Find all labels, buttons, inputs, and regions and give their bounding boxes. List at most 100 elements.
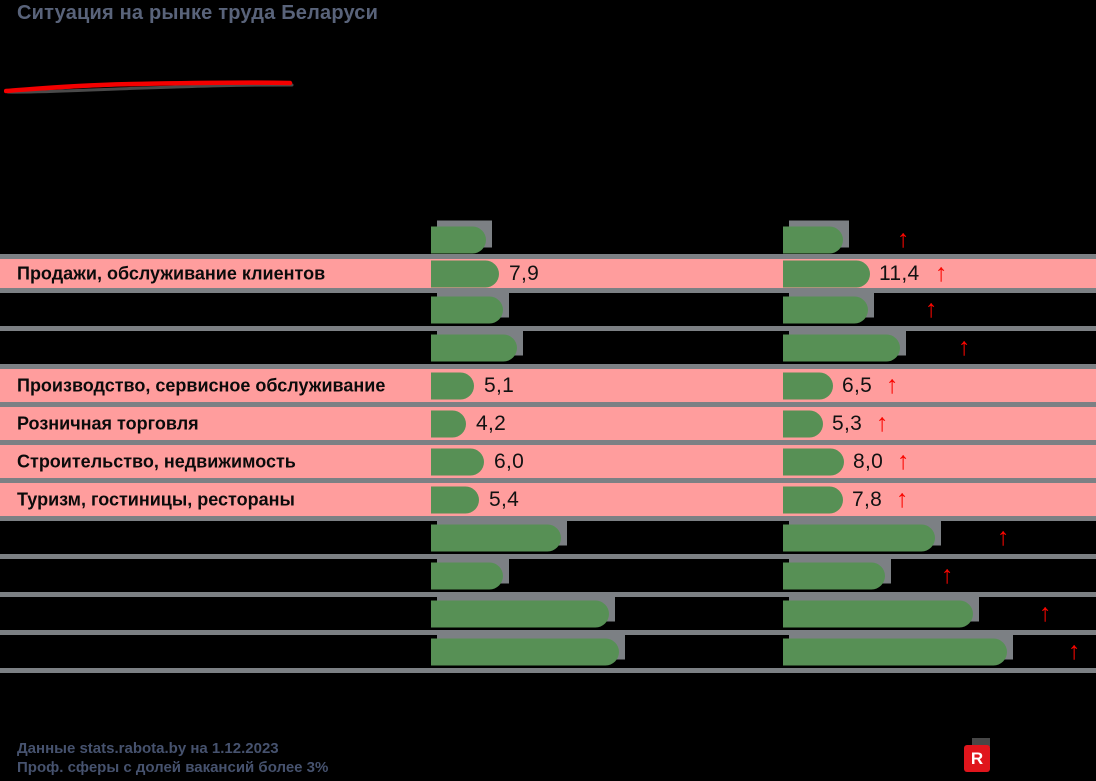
- value-col2: 6,5: [842, 373, 873, 397]
- salary-bar-col1: [431, 486, 479, 513]
- up-arrow-icon: ↑: [935, 258, 948, 287]
- chart-row: Производство, сервисное обслуживание 5,1 6…: [0, 369, 1096, 402]
- up-arrow-icon: ↑: [941, 560, 954, 589]
- bar-fill: [783, 226, 843, 253]
- row-label: Строительство, недвижимость: [17, 451, 296, 471]
- value-col1: 7,9: [509, 261, 540, 285]
- value-col2: 5,3: [832, 411, 863, 435]
- up-arrow-icon: ↑: [1068, 636, 1081, 665]
- bar-fill: [431, 524, 561, 551]
- logo-letter: R: [970, 748, 984, 768]
- salary-bar-col2: [783, 556, 891, 589]
- row-separator: [0, 402, 1096, 407]
- chart-row: Туризм, гостиницы, рестораны 5,4 7,8 ↑: [0, 483, 1096, 516]
- row-separator: [0, 254, 1096, 259]
- salary-bar-col1: [431, 632, 625, 665]
- salary-bar-col1: [431, 410, 466, 437]
- salary-bar-col1: [431, 556, 509, 589]
- row-separator: [0, 554, 1096, 559]
- salary-bar-col1: [431, 372, 474, 399]
- chart-row: ↑: [0, 328, 1096, 364]
- row-label: Розничная торговля: [17, 413, 199, 433]
- page-title: Ситуация на рынке труда Беларуси: [17, 2, 379, 24]
- bar-fill: [431, 448, 484, 475]
- up-arrow-icon: ↑: [896, 484, 909, 513]
- bar-fill: [431, 296, 503, 323]
- chart-row: ↑: [0, 594, 1096, 630]
- row-label: Туризм, гостиницы, рестораны: [17, 489, 295, 509]
- value-col2: 8,0: [853, 449, 884, 473]
- bar-fill: [783, 638, 1007, 665]
- row-label: Производство, сервисное обслуживание: [17, 375, 386, 395]
- bar-fill: [783, 448, 844, 475]
- value-col1: 6,0: [494, 449, 525, 473]
- salary-bar-col2: [783, 594, 979, 627]
- row-label: Продажи, обслуживание клиентов: [17, 263, 326, 283]
- chart-row: ↑: [0, 290, 1096, 326]
- salary-bar-col1: [431, 290, 509, 323]
- bar-fill: [783, 562, 885, 589]
- salary-bar-col1: [431, 328, 523, 361]
- salary-bar-col2: [783, 518, 941, 551]
- up-arrow-icon: ↑: [886, 370, 899, 399]
- bar-fill: [783, 486, 843, 513]
- up-arrow-icon: ↑: [925, 294, 938, 323]
- up-arrow-icon: ↑: [876, 408, 889, 437]
- up-arrow-icon: ↑: [897, 446, 910, 475]
- salary-bar-col2: [783, 328, 906, 361]
- chart-row: ↑: [0, 632, 1096, 668]
- row-separator: [0, 668, 1096, 673]
- bar-fill: [783, 334, 900, 361]
- bar-fill: [431, 334, 517, 361]
- bar-fill: [783, 410, 823, 437]
- value-col2: 7,8: [852, 487, 883, 511]
- salary-bar-col1: [431, 260, 499, 287]
- value-col1: 5,1: [484, 373, 515, 397]
- bar-fill: [431, 410, 466, 437]
- chart-row: Розничная торговля 4,2 5,3 ↑: [0, 407, 1096, 440]
- bar-chart: ↑ Продажи, обслуживание клиентов 7,9 11,4 ↑ ↑…: [0, 220, 1096, 673]
- bar-fill: [431, 260, 499, 287]
- salary-bar-col1: [431, 220, 492, 253]
- chart-row: ↑: [0, 518, 1096, 554]
- bar-fill: [431, 562, 503, 589]
- rabota-logo: R: [964, 745, 990, 772]
- salary-bar-col2: [783, 632, 1013, 665]
- value-col1: 5,4: [489, 487, 520, 511]
- up-arrow-icon: ↑: [897, 224, 910, 253]
- row-separator: [0, 440, 1096, 445]
- salary-bar-col2: [783, 260, 870, 287]
- salary-bar-col2: [783, 290, 874, 323]
- row-separator: [0, 288, 1096, 293]
- bar-fill: [783, 296, 868, 323]
- value-col1: 4,2: [476, 411, 507, 435]
- bar-fill: [783, 524, 935, 551]
- salary-bar-col2: [783, 410, 823, 437]
- chart-row: ↑: [0, 220, 1096, 254]
- up-arrow-icon: ↑: [958, 332, 971, 361]
- row-separator: [0, 326, 1096, 331]
- logo-tab: [972, 738, 990, 747]
- value-col2: 11,4: [879, 261, 920, 285]
- row-separator: [0, 478, 1096, 483]
- bar-fill: [431, 372, 474, 399]
- bar-fill: [431, 600, 609, 627]
- salary-bar-col2: [783, 220, 849, 253]
- bar-fill: [431, 486, 479, 513]
- methodology-note: Проф. сферы с долей вакансий более 3%: [17, 759, 329, 776]
- red-marker-underline: [4, 80, 294, 94]
- source-note: Данные stats.rabota.by на 1.12.2023: [17, 740, 279, 757]
- bar-fill: [431, 226, 486, 253]
- bar-fill: [783, 372, 833, 399]
- up-arrow-icon: ↑: [997, 522, 1010, 551]
- chart-row: Продажи, обслуживание клиентов 7,9 11,4 ↑: [0, 259, 1096, 288]
- salary-bar-col1: [431, 448, 484, 475]
- salary-bar-col2: [783, 486, 843, 513]
- chart-row: Строительство, недвижимость 6,0 8,0 ↑: [0, 445, 1096, 478]
- row-separator: [0, 364, 1096, 369]
- salary-bar-col1: [431, 594, 615, 627]
- salary-bar-col2: [783, 448, 844, 475]
- bar-fill: [783, 600, 973, 627]
- salary-bar-col2: [783, 372, 833, 399]
- bar-fill: [783, 260, 870, 287]
